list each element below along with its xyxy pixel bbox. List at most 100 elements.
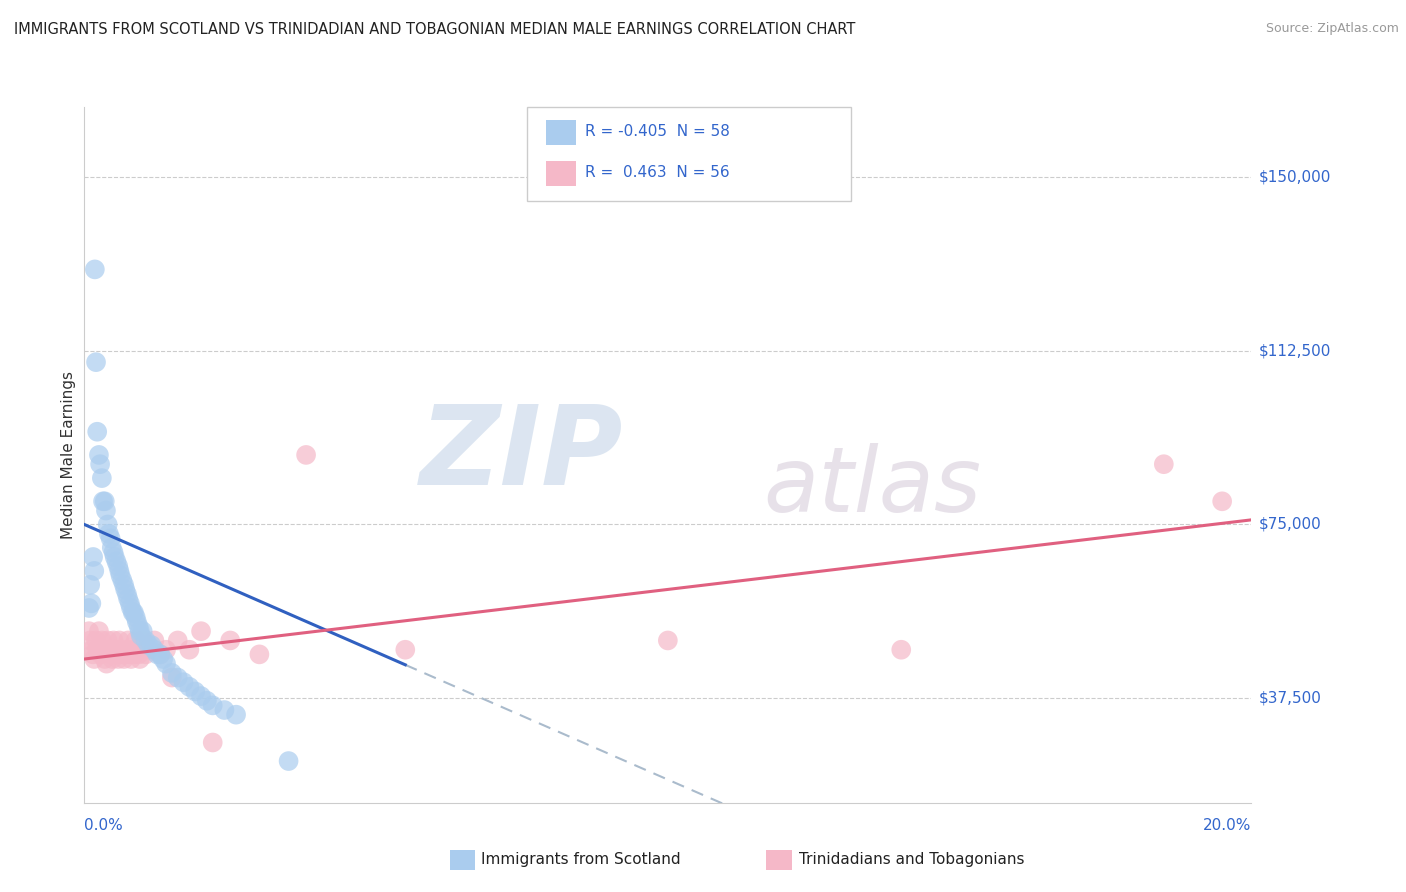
- Point: [110, 642, 132, 657]
- Point: [173, 675, 195, 690]
- Point: [90, 648, 112, 662]
- Point: [131, 642, 153, 657]
- Point: [83, 564, 105, 578]
- Point: [96, 657, 118, 671]
- Point: [101, 541, 124, 555]
- Text: $150,000: $150,000: [1258, 169, 1330, 184]
- Text: Immigrants from Scotland: Immigrants from Scotland: [481, 853, 681, 867]
- Text: atlas: atlas: [763, 443, 981, 532]
- Point: [82, 549, 104, 564]
- Point: [80, 642, 103, 657]
- Point: [122, 606, 145, 620]
- Point: [94, 494, 117, 508]
- Point: [295, 448, 318, 462]
- Point: [1211, 494, 1233, 508]
- Point: [104, 549, 127, 564]
- Point: [111, 648, 134, 662]
- Point: [155, 657, 177, 671]
- Point: [108, 633, 131, 648]
- Point: [152, 652, 174, 666]
- Point: [105, 648, 128, 662]
- Point: [114, 648, 136, 662]
- Point: [135, 633, 157, 648]
- Point: [249, 648, 271, 662]
- Point: [118, 648, 141, 662]
- Point: [107, 652, 129, 666]
- Point: [201, 735, 224, 749]
- Point: [128, 619, 150, 633]
- Point: [91, 494, 114, 508]
- Point: [97, 633, 120, 648]
- Point: [125, 633, 148, 648]
- Point: [117, 633, 139, 648]
- Point: [138, 642, 160, 657]
- Point: [890, 642, 912, 657]
- Point: [117, 591, 139, 606]
- Point: [97, 517, 120, 532]
- Text: 0.0%: 0.0%: [84, 818, 124, 832]
- Point: [98, 642, 121, 657]
- Point: [132, 624, 155, 639]
- Point: [100, 532, 122, 546]
- Text: $112,500: $112,500: [1258, 343, 1330, 358]
- Point: [120, 601, 142, 615]
- Point: [105, 555, 128, 569]
- Point: [201, 698, 224, 713]
- Point: [195, 694, 218, 708]
- Text: $37,500: $37,500: [1258, 691, 1322, 706]
- Point: [79, 633, 101, 648]
- Point: [112, 578, 135, 592]
- Point: [110, 568, 132, 582]
- Point: [143, 642, 166, 657]
- Point: [114, 582, 136, 597]
- Text: R = -0.405  N = 58: R = -0.405 N = 58: [585, 124, 730, 138]
- Point: [155, 642, 177, 657]
- Point: [104, 642, 127, 657]
- Point: [93, 642, 115, 657]
- Point: [77, 601, 100, 615]
- Point: [125, 615, 148, 629]
- Point: [190, 689, 212, 703]
- Point: [190, 624, 212, 639]
- Point: [141, 638, 163, 652]
- Point: [225, 707, 247, 722]
- Point: [103, 545, 125, 559]
- Point: [82, 648, 104, 662]
- Point: [1153, 457, 1175, 471]
- Point: [184, 684, 207, 698]
- Point: [128, 624, 150, 639]
- Point: [115, 587, 138, 601]
- Point: [118, 596, 141, 610]
- Point: [115, 642, 138, 657]
- Point: [77, 624, 100, 639]
- Point: [83, 652, 105, 666]
- Point: [125, 610, 148, 624]
- Point: [160, 665, 183, 680]
- Point: [132, 633, 155, 648]
- Point: [87, 624, 110, 639]
- Point: [166, 633, 188, 648]
- Point: [97, 526, 120, 541]
- Text: $75,000: $75,000: [1258, 517, 1322, 532]
- Point: [112, 652, 135, 666]
- Point: [160, 671, 183, 685]
- Point: [86, 425, 108, 439]
- Point: [111, 573, 134, 587]
- Point: [179, 642, 201, 657]
- Point: [128, 648, 150, 662]
- Point: [149, 648, 172, 662]
- Point: [120, 652, 142, 666]
- Point: [277, 754, 299, 768]
- Point: [94, 652, 117, 666]
- Point: [90, 471, 112, 485]
- Point: [138, 638, 160, 652]
- Text: ZIP: ZIP: [420, 401, 624, 508]
- Text: Source: ZipAtlas.com: Source: ZipAtlas.com: [1265, 22, 1399, 36]
- Point: [87, 448, 110, 462]
- Text: IMMIGRANTS FROM SCOTLAND VS TRINIDADIAN AND TOBAGONIAN MEDIAN MALE EARNINGS CORR: IMMIGRANTS FROM SCOTLAND VS TRINIDADIAN …: [14, 22, 855, 37]
- Point: [219, 633, 242, 648]
- Y-axis label: Median Male Earnings: Median Male Earnings: [60, 371, 76, 539]
- Point: [103, 633, 125, 648]
- Point: [128, 652, 150, 666]
- Point: [121, 642, 143, 657]
